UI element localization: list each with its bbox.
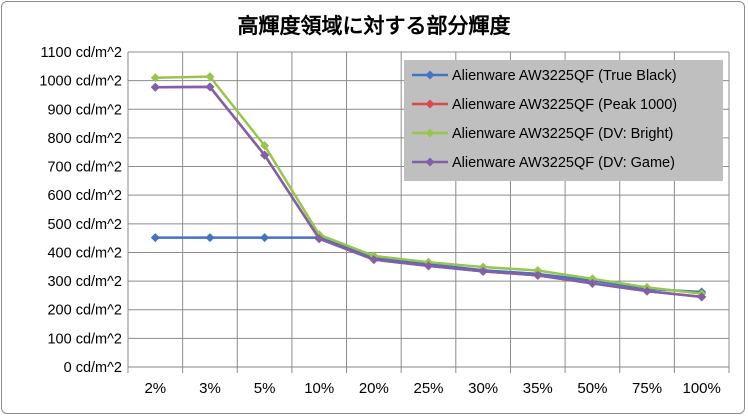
axes: 0 cd/m^2 100 cd/m^2 200 cd/m^2 300 cd/m^2 40… [39,45,729,397]
legend-item: Alienware AW3225QF (DV: Game) [412,155,675,171]
data-point [205,72,215,82]
x-tick-label: 75% [632,380,662,397]
data-point [150,82,160,92]
chart-title: 高輝度領域に対する部分輝度 [238,14,511,38]
data-point [150,73,160,83]
y-tick-label: 600 cd/m^2 [47,188,122,204]
data-point [150,233,160,243]
data-point [314,234,324,244]
y-tick-label: 300 cd/m^2 [47,274,122,290]
legend-label: Alienware AW3225QF (DV: Bright) [452,126,673,142]
y-tick-label: 700 cd/m^2 [47,160,122,176]
y-tick-label: 200 cd/m^2 [47,303,122,319]
legend-swatch-marker [425,70,435,80]
data-point [369,255,379,265]
legend-label: Alienware AW3225QF (Peak 1000) [452,97,677,113]
y-tick-label: 500 cd/m^2 [47,217,122,233]
legend-item: Alienware AW3225QF (True Black) [412,68,677,84]
y-tick-label: 1000 cd/m^2 [39,74,122,90]
x-tick-label: 3% [199,380,221,397]
data-point [697,292,707,302]
legend-label: Alienware AW3225QF (DV: Game) [452,155,675,171]
legend-swatch-marker [425,99,435,109]
data-point [205,233,215,243]
x-tick-label: 30% [468,380,498,397]
data-point [205,82,215,92]
series-4 [150,82,707,302]
data-point [260,233,270,243]
data-point [642,286,652,296]
y-tick-label: 100 cd/m^2 [47,331,122,347]
data-point [260,150,270,160]
series-group [150,72,707,302]
legend-item: Alienware AW3225QF (DV: Bright) [412,126,673,142]
x-tick-label: 5% [254,380,276,397]
x-tick-label: 50% [577,380,607,397]
data-point [533,270,543,280]
y-tick-label: 0 cd/m^2 [64,360,122,376]
data-point [478,266,488,276]
legend-swatch-marker [425,157,435,167]
data-point [587,278,597,288]
legend: Alienware AW3225QF (True Black) Alienware… [404,60,723,181]
legend-box [404,60,723,181]
data-point [260,141,270,151]
data-point [587,274,597,284]
x-tick-label: 25% [413,380,443,397]
y-tick-label: 400 cd/m^2 [47,245,122,261]
legend-label: Alienware AW3225QF (True Black) [452,68,677,84]
y-tick-label: 900 cd/m^2 [47,102,122,118]
y-tick-label: 1100 cd/m^2 [41,45,123,61]
x-tick-label: 100% [682,380,720,397]
x-tick-label: 35% [523,380,553,397]
x-tick-label: 2% [144,380,166,397]
legend-item: Alienware AW3225QF (Peak 1000) [412,97,677,113]
y-tick-label: 800 cd/m^2 [47,131,122,147]
data-point [424,261,433,271]
x-tick-label: 20% [359,380,389,397]
legend-swatch-marker [425,128,435,138]
data-point [533,265,543,275]
x-tick-label: 10% [304,380,334,397]
